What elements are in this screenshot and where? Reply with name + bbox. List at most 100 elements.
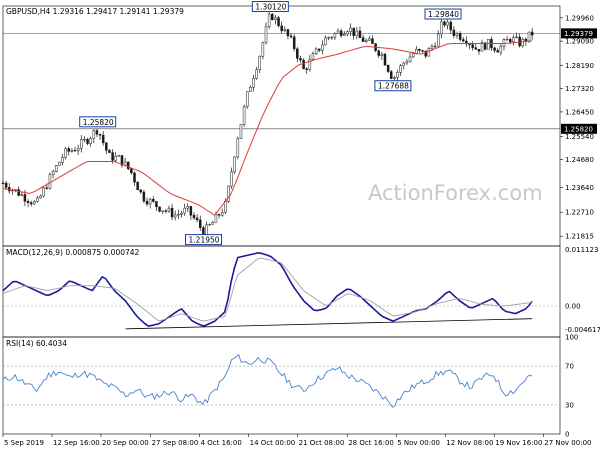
annotation-box [251,1,289,13]
candle [314,47,318,55]
candle [51,169,55,179]
candle [70,148,74,153]
candle [380,51,384,61]
candle [465,36,468,47]
candle [267,10,271,29]
candle-body [292,36,296,50]
time-axis: 5 Sep 2019 12 Sep 16:00 20 Sep 00:00 27 Sep… [2,434,591,447]
candle [233,156,236,175]
candle-body [324,37,327,46]
y-tick-label: 1.26450 [565,108,594,116]
candle [180,210,183,218]
candle-body [261,42,265,57]
candle-body [199,219,202,228]
candle-body [308,58,312,70]
candle [1,180,5,185]
candle-body [530,31,534,36]
candle [167,205,171,214]
candle [327,36,330,41]
candle-body [29,202,33,205]
candle-body [518,36,521,47]
candle-body [440,21,443,35]
candle-body [195,217,199,221]
candle [436,30,440,47]
candle-body [167,207,171,212]
candle [358,26,362,38]
candle-body [480,42,484,52]
y-tick-label: 70 [565,363,574,371]
candle [408,52,412,63]
candle [324,35,327,46]
x-tick-label: 19 Nov 16:00 [495,439,542,447]
macd-signal-line [2,257,533,322]
candle-body [277,17,280,27]
candle [173,210,177,221]
y-tick-label: 1.22710 [565,209,594,217]
candle [264,22,268,45]
candle-body [108,150,111,153]
candle [440,17,443,39]
candle [462,37,465,43]
candle-body [233,156,236,173]
candle-body [117,155,121,157]
candle [227,185,230,203]
candle-body [139,189,143,193]
candle-body [399,65,402,73]
candle [98,133,102,140]
candle-body [311,53,315,60]
candle [361,34,365,42]
candle-body [17,189,20,196]
candle-body [371,38,374,44]
candle-body [393,77,396,79]
candle [39,194,42,199]
macd-trendline [125,318,533,330]
candle [242,104,246,127]
candle [405,58,409,66]
candle [277,16,280,28]
candle [170,203,174,221]
candle [499,42,503,56]
candle [252,74,255,92]
annotation-label: 1.25820 [83,118,114,127]
candle [308,54,312,72]
annotation-box [185,234,223,246]
candle [471,41,474,51]
candle [396,69,399,82]
candle [305,67,308,74]
candle [177,209,180,220]
candle [42,186,45,198]
candle [521,37,525,48]
x-tick-label: 5 Sep 2019 [4,439,44,447]
candle [230,167,233,189]
candle [292,34,296,52]
candle [336,28,340,34]
candle [139,189,143,194]
candle-body [67,148,71,152]
candle [158,206,161,213]
candle [76,144,80,155]
candle [339,28,343,38]
candle-body [133,172,136,183]
candle [383,52,387,66]
candle-body [286,29,290,37]
candle-body [33,201,36,205]
candle [142,189,146,204]
candle-body [317,48,321,51]
candle [80,135,83,153]
candle-body [449,21,452,31]
candle-body [173,214,177,218]
candle-body [26,201,30,203]
candle [239,123,243,139]
candle [433,42,437,49]
candle [377,49,380,58]
candle [64,146,67,160]
candle-body [296,48,299,59]
candle-body [405,61,409,64]
candle [220,208,224,217]
y-tick-label: 1.28190 [565,62,594,70]
y-tick-label: 1.27320 [565,85,594,93]
candle [518,33,521,48]
candle [73,146,77,152]
candle-body [249,87,252,93]
candle-body [245,91,249,108]
